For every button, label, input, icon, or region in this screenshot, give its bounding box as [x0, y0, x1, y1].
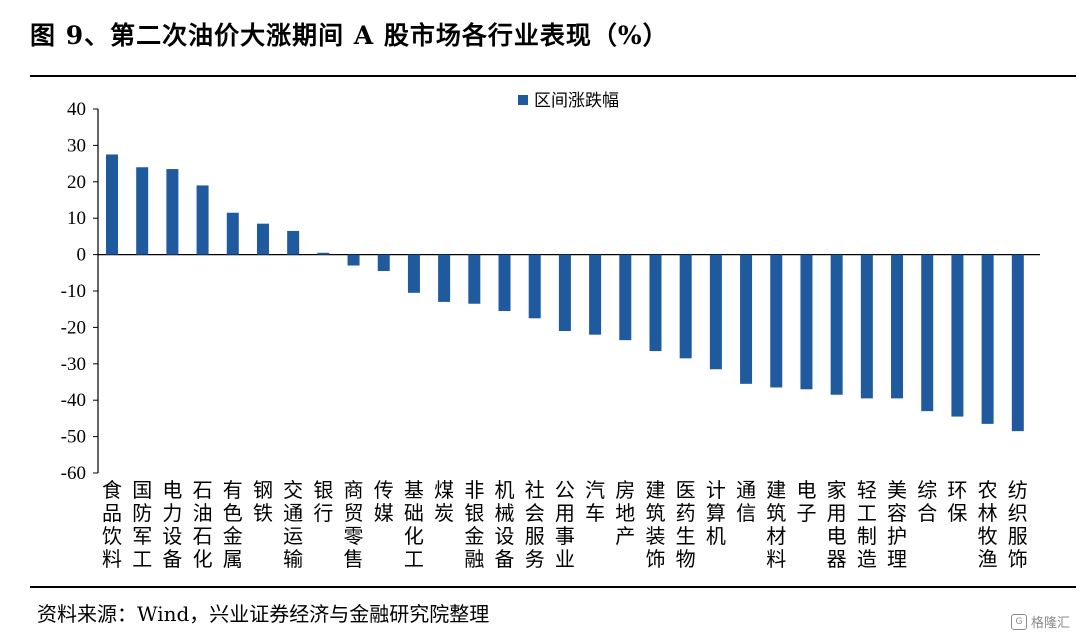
top-rule: [30, 75, 1076, 77]
bar-6: [256, 223, 269, 255]
y-tick-label: 30: [67, 135, 86, 156]
x-category-label: 钢铁: [253, 478, 273, 525]
bar-10: [377, 254, 390, 271]
bar-5: [226, 212, 239, 255]
bar-15: [528, 254, 541, 319]
watermark-text: 格隆汇: [1030, 616, 1070, 631]
bar-29: [951, 254, 964, 417]
x-category-label: 通信: [736, 478, 756, 525]
bar-3: [166, 169, 179, 255]
legend-swatch: [518, 95, 528, 105]
x-category-label: 机械设备: [495, 478, 515, 571]
x-category-label: 电子: [796, 478, 816, 525]
x-category-label: 商贸零售: [344, 478, 364, 571]
bar-9: [347, 254, 360, 266]
bar-21: [709, 254, 722, 370]
x-category-label: 纺织服饰: [1008, 478, 1028, 571]
y-tick-label: 20: [67, 172, 86, 193]
bar-24: [800, 254, 813, 390]
bar-11: [407, 254, 420, 293]
x-category-label: 银行: [313, 478, 333, 525]
bar-28: [921, 254, 934, 412]
y-tick-label: -30: [61, 354, 86, 375]
bar-17: [589, 254, 602, 335]
bar-26: [860, 254, 873, 399]
bar-chart: 40 30 20 10 0 -10 -20 -30 -40 -50 -60 食品饮料国防军工电力设备…: [61, 91, 1040, 571]
x-category-label: 计算机: [706, 478, 726, 548]
x-category-label: 建筑装饰: [645, 478, 665, 571]
y-tick-label: 40: [67, 99, 86, 120]
x-category-label: 农林牧渔: [978, 478, 998, 571]
x-category-labels: 食品饮料国防军工电力设备石油石化有色金属钢铁交通运输银行商贸零售传媒基础化工煤炭…: [102, 478, 1028, 571]
x-category-label: 食品饮料: [102, 478, 122, 571]
x-category-label: 公用事业: [555, 478, 575, 571]
x-category-label: 国防军工: [132, 478, 152, 571]
y-tick-label: -20: [61, 317, 86, 338]
bar-16: [558, 254, 571, 332]
bar-22: [740, 254, 753, 384]
bar-4: [196, 185, 209, 255]
x-category-label: 医药生物: [676, 478, 696, 571]
bar-12: [438, 254, 451, 302]
watermark: G 格隆汇: [1010, 612, 1070, 631]
bar-8: [317, 252, 330, 255]
bar-27: [891, 254, 904, 399]
y-tick-label: 0: [77, 245, 87, 266]
bars-layer: [106, 154, 1024, 432]
y-tick-label: -40: [61, 390, 86, 411]
source-note: 资料来源：Wind，兴业证券经济与金融研究院整理: [37, 602, 490, 626]
x-category-label: 房地产: [615, 478, 635, 548]
x-category-label: 社会服务: [525, 478, 545, 571]
x-category-label: 有色金属: [223, 478, 243, 571]
bar-14: [498, 254, 511, 312]
chart-title: 图 9、第二次油价大涨期间 A 股市场各行业表现（%）: [30, 21, 669, 50]
x-category-label: 传媒: [374, 478, 394, 525]
x-category-label: 美容护理: [887, 478, 907, 571]
x-category-label: 交通运输: [283, 478, 303, 571]
bar-25: [830, 254, 843, 395]
y-tick-label: -50: [61, 427, 86, 448]
x-category-label: 煤炭: [434, 478, 454, 525]
y-tick-labels: 40 30 20 10 0 -10 -20 -30 -40 -50 -60: [61, 99, 86, 484]
bar-13: [468, 254, 481, 304]
bottom-rule: [30, 586, 1076, 588]
bar-1: [106, 154, 118, 255]
bar-2: [136, 167, 149, 255]
watermark-logo-icon: G: [1010, 613, 1027, 630]
bar-23: [770, 254, 783, 388]
y-tick-label: -60: [61, 463, 86, 484]
x-category-label: 基础化工: [404, 478, 424, 571]
x-category-label: 建筑材料: [766, 478, 786, 571]
bar-31: [1011, 254, 1024, 432]
x-category-label: 综合: [917, 478, 937, 525]
x-category-label: 轻工制造: [857, 478, 877, 571]
y-tick-label: 10: [67, 208, 86, 229]
bar-30: [981, 254, 994, 424]
x-category-label: 家用电器: [827, 478, 847, 571]
bar-19: [649, 254, 662, 352]
x-category-label: 环保: [947, 478, 967, 525]
y-tick-label: -10: [61, 281, 86, 302]
bar-20: [679, 254, 692, 359]
bar-7: [287, 230, 300, 255]
bar-18: [619, 254, 632, 341]
chart-legend: 区间涨跌幅: [518, 91, 619, 111]
x-category-label: 非银金融: [464, 478, 484, 571]
legend-label: 区间涨跌幅: [534, 91, 619, 111]
x-category-label: 汽车: [585, 478, 605, 525]
x-category-label: 石油石化: [193, 478, 213, 571]
x-category-label: 电力设备: [162, 478, 182, 571]
